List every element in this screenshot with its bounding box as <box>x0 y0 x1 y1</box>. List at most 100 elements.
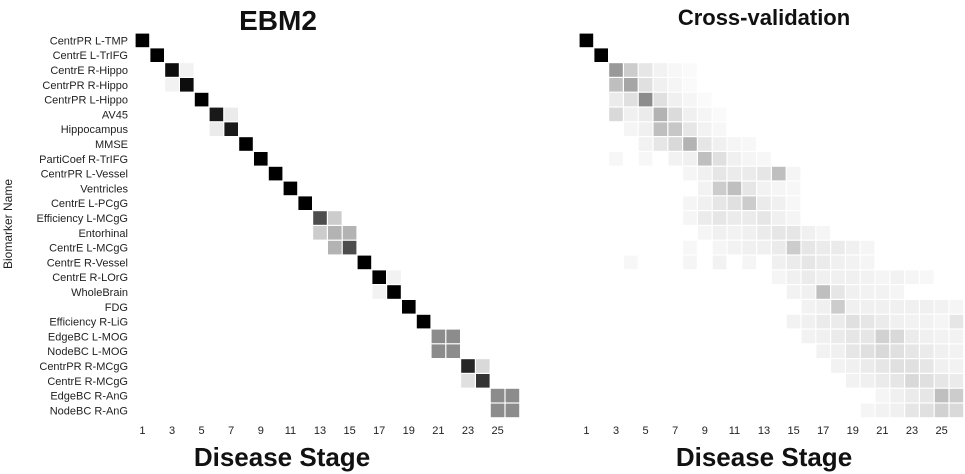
cv-heatmap-cell <box>801 240 816 255</box>
cv-heatmap-cell <box>875 285 890 299</box>
ebm2-heatmap-cell <box>372 285 386 299</box>
ebm2-x-tick-label: 13 <box>314 425 326 437</box>
cv-x-tick-label: 13 <box>758 425 770 437</box>
cv-heatmap-cell <box>624 92 638 107</box>
cv-heatmap-cell <box>905 388 919 403</box>
cv-heatmap-cell <box>905 300 919 314</box>
cv-heatmap-cell <box>698 152 712 166</box>
row-label: MMSE <box>95 139 128 151</box>
cv-heatmap-cell <box>801 255 816 270</box>
cv-x-tick-label: 7 <box>672 425 678 437</box>
cv-heatmap-cell <box>786 181 801 196</box>
cv-heatmap-cell <box>698 137 712 151</box>
cv-heatmap-cell <box>757 211 771 225</box>
cv-heatmap-cell <box>683 107 697 122</box>
row-label: CentrPR L-Hippo <box>44 95 128 107</box>
cv-x-tick-label: 1 <box>583 425 589 437</box>
ebm2-heatmap-cell <box>239 137 253 151</box>
cv-x-tick-label: 9 <box>702 425 708 437</box>
cv-x-tick-label: 11 <box>729 425 740 437</box>
ebm2-heatmap-cells <box>135 33 520 418</box>
cv-heatmap-cell <box>920 388 934 403</box>
cv-heatmap-cell <box>624 107 638 122</box>
ebm2-heatmap-cell <box>328 211 342 225</box>
cv-heatmap-cell <box>727 240 742 255</box>
cv-heatmap-cell <box>712 255 727 270</box>
cv-heatmap-cell <box>890 314 904 329</box>
cv-heatmap-cell <box>609 152 623 166</box>
ebm2-heatmap-cell <box>416 314 431 329</box>
cv-heatmap-cell <box>860 374 875 388</box>
row-label: WholeBrain <box>71 287 128 299</box>
ebm2-heatmap-cell <box>298 196 312 210</box>
cv-heatmap-cell <box>683 211 697 225</box>
cv-x-tick-label: 25 <box>935 425 947 437</box>
cv-heatmap-cell <box>890 374 904 388</box>
cv-heatmap-cell <box>846 344 860 358</box>
cv-heatmap-cell <box>920 344 934 358</box>
cv-heatmap-cell <box>831 314 845 329</box>
cv-heatmap-cell <box>609 63 623 77</box>
cv-x-tick-label: 19 <box>847 425 859 437</box>
ebm2-heatmap-cell <box>387 270 401 284</box>
cv-heatmap-cell <box>727 152 742 166</box>
cv-heatmap-cell <box>772 240 786 255</box>
ebm2-heatmap-cell <box>431 329 446 344</box>
cv-heatmap-cell <box>920 403 934 418</box>
cv-heatmap-cell <box>638 152 653 166</box>
cv-heatmap-cell <box>920 359 934 373</box>
ebm2-heatmap-cell <box>180 78 194 92</box>
ebm2-heatmap-cell <box>505 403 520 418</box>
ebm2-heatmap-cell <box>180 63 194 77</box>
cv-heatmap-cell <box>890 388 904 403</box>
row-label: NodeBC L-MOG <box>47 346 128 358</box>
cv-heatmap-cell <box>875 359 890 373</box>
cv-heatmap-cell <box>727 211 742 225</box>
cv-heatmap-cell <box>742 166 756 181</box>
cv-heatmap-cell <box>831 300 845 314</box>
cv-heatmap-cell <box>934 359 949 373</box>
cv-heatmap-cell <box>609 92 623 107</box>
cv-heatmap-cell <box>920 329 934 344</box>
cv-heatmap-cell <box>934 388 949 403</box>
cv-heatmap-cell <box>698 122 712 136</box>
ebm2-heatmap-cell <box>372 270 386 284</box>
cv-heatmap-cell <box>772 270 786 284</box>
ebm2-heatmap-cell <box>209 107 224 122</box>
cv-heatmap-cell <box>934 403 949 418</box>
cv-heatmap-cell <box>712 166 727 181</box>
cv-heatmap-cell <box>653 92 668 107</box>
row-label: CentrE L-TrIFG <box>53 50 128 62</box>
cv-heatmap-cell <box>890 300 904 314</box>
ebm2-heatmap-cell <box>357 255 372 270</box>
ebm2-x-tick-label: 15 <box>343 425 355 437</box>
ebm2-heatmap-cell <box>505 388 520 403</box>
ebm2-heatmap-cell <box>342 226 357 240</box>
cv-heatmap-cell <box>890 270 904 284</box>
cv-heatmap-cell <box>624 122 638 136</box>
cv-heatmap-cell <box>727 166 742 181</box>
row-label: Hippocampus <box>61 124 129 136</box>
cv-heatmap-cell <box>860 255 875 270</box>
cv-heatmap-cell <box>668 107 682 122</box>
cv-x-tick-label: 23 <box>906 425 918 437</box>
ebm2-heatmap-cell <box>150 48 164 62</box>
cv-heatmap-cell <box>801 285 816 299</box>
cv-heatmap-cell <box>831 329 845 344</box>
cv-heatmap-cell <box>875 329 890 344</box>
cv-heatmap-cell <box>653 78 668 92</box>
cv-heatmap-cell <box>816 344 830 358</box>
ebm2-heatmap-cell <box>254 152 268 166</box>
ebm2-heatmap-cell <box>342 240 357 255</box>
ebm2-chart-title: EBM2 <box>239 5 317 36</box>
cv-heatmap-cell <box>683 196 697 210</box>
ebm2-heatmap-cell <box>476 359 490 373</box>
cv-heatmap-cell <box>801 226 816 240</box>
cv-heatmap-cell <box>668 122 682 136</box>
ebm2-x-axis-label: Disease Stage <box>194 442 370 472</box>
row-label: CentrE R-Hippo <box>50 65 128 77</box>
cv-heatmap-cell <box>683 122 697 136</box>
cv-x-tick-label: 15 <box>787 425 799 437</box>
cv-heatmap-cell <box>772 226 786 240</box>
